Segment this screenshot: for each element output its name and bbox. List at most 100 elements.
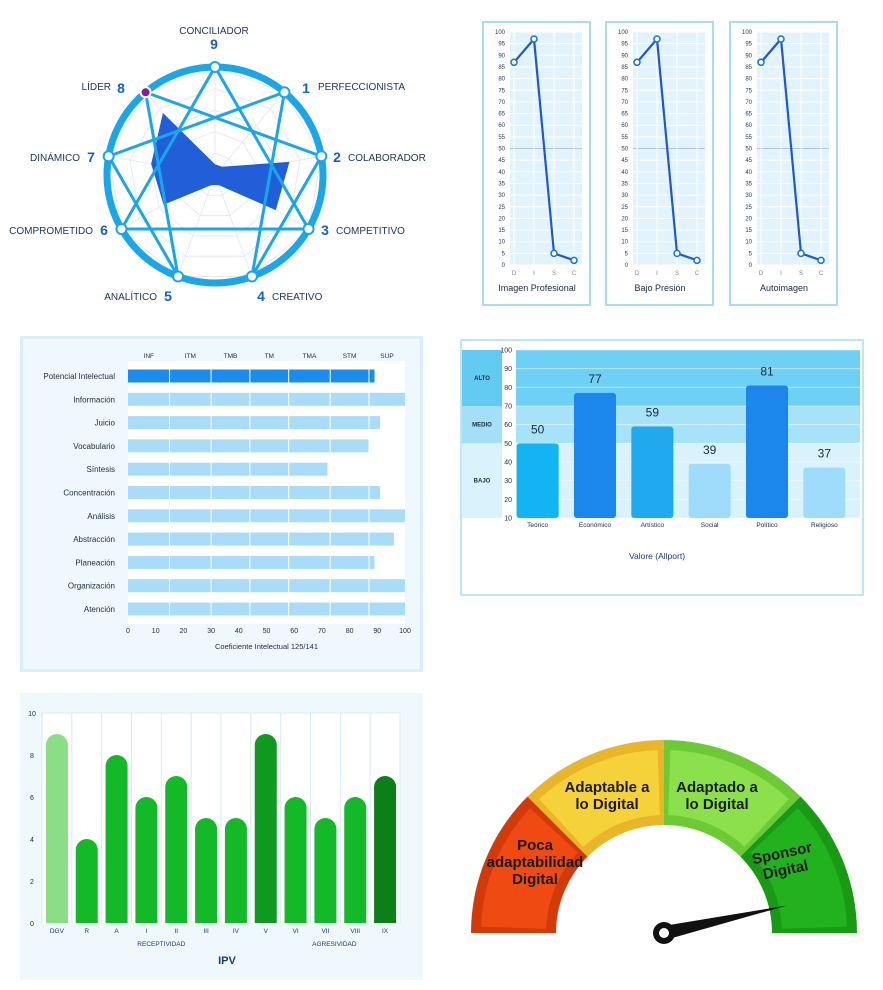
intellect-band-label: TMB: [224, 353, 238, 360]
disc-ytick: 90: [498, 53, 505, 59]
disc-xtick: S: [552, 271, 556, 277]
intellect-xlabel: Coeficiente Intelectual 125/141: [215, 642, 318, 651]
enneagram-label: CONCILIADOR: [179, 26, 248, 37]
disc-ytick: 100: [742, 30, 753, 36]
disc-ytick: 85: [745, 65, 752, 71]
disc-ytick: 25: [621, 205, 628, 211]
disc-ytick: 50: [745, 147, 752, 153]
gauge-segment-face: [539, 750, 660, 847]
allport-bar: [574, 392, 616, 518]
intellect-chart: INF ITM TMB TM TMA STM SUP Potencial Intelectua…: [43, 353, 411, 651]
intellect-category-label: Abstracción: [73, 535, 115, 544]
disc-ytick: 10: [621, 240, 628, 246]
enneagram-number: 1: [302, 80, 310, 96]
disc-ytick: 20: [498, 216, 505, 222]
disc-xtick: C: [819, 271, 824, 277]
disc-point: [550, 249, 558, 258]
intellect-band-label: SUP: [380, 353, 393, 360]
ipv-category-label: IX: [382, 928, 389, 935]
disc-point: [757, 58, 765, 67]
allport-category-label: Artístico: [641, 522, 665, 529]
ipv-ytick: 6: [30, 795, 34, 802]
ipv-ytick: 8: [30, 753, 34, 760]
disc-ytick: 15: [621, 228, 628, 234]
enneagram-node-8: [139, 86, 152, 99]
ipv-category-label: III: [203, 928, 209, 935]
grid-ring: [108, 66, 322, 277]
gauge-segment-face: [668, 750, 789, 847]
gauge-segment-label: Poca adaptabilidad Digital: [487, 837, 584, 888]
disc-ytick: 65: [745, 112, 752, 118]
disc-point: [817, 256, 825, 265]
disc-ytick: 80: [745, 77, 752, 83]
enneagram-node-6: [115, 223, 128, 235]
intellect-bar: [128, 509, 405, 523]
disc-ytick: 85: [498, 65, 505, 71]
disc-ytick: 15: [745, 228, 752, 234]
ipv-category-label: VIII: [350, 928, 360, 935]
ipv-bar: [45, 734, 68, 923]
allport-ytick: 70: [504, 404, 512, 411]
ipv-ytick: 10: [28, 711, 36, 718]
enneagram-label: COMPETITIVO: [336, 226, 405, 237]
allport-bar: [631, 426, 674, 518]
gauge-label-line: Adaptable a: [564, 779, 650, 796]
allport-category-label: Religioso: [811, 522, 838, 529]
disc-ytick: 90: [745, 53, 752, 59]
intellect-band-label: STM: [343, 353, 357, 360]
ipv-category-label: DGV: [50, 928, 65, 935]
disc-ytick: 60: [745, 123, 752, 129]
ipv-category-label: IV: [233, 928, 240, 935]
gauge-segment-label: Adaptable a lo Digital: [564, 779, 650, 813]
disc-point: [777, 35, 785, 43]
allport-value-label: 50: [531, 422, 545, 436]
grid-spoke: [214, 174, 253, 277]
disc-ytick: 55: [498, 135, 505, 141]
disc-ytick: 95: [745, 42, 752, 48]
ipv-group-label: RECEPTIVIDAD: [137, 941, 185, 948]
gauge-label-line: adaptabilidad: [487, 854, 584, 871]
intellect-category-label: Atención: [84, 605, 115, 614]
disc-ytick: 10: [745, 240, 752, 246]
disc-ytick: 10: [498, 240, 505, 246]
disc-ytick: 100: [618, 30, 629, 36]
ipv-category-label: R: [84, 928, 89, 935]
ipv-bar: [374, 776, 397, 923]
disc-ytick: 40: [621, 170, 628, 176]
disc-point: [797, 249, 805, 258]
gauge-label-line: lo Digital: [685, 796, 748, 813]
ipv-ytick: 4: [30, 837, 34, 844]
disc-point: [633, 58, 641, 67]
ipv-bar: [165, 776, 188, 923]
intellect-band-label: INF: [144, 353, 155, 360]
disc-xtick: I: [656, 271, 658, 277]
enneagram-node-9: [209, 61, 221, 73]
enneagram-triangle: [118, 63, 312, 231]
disc-xtick: D: [635, 271, 640, 277]
intellect-bar: [128, 555, 375, 569]
disc-ytick: 65: [621, 112, 628, 118]
disc-ytick: 60: [621, 123, 628, 129]
disc-ytick: 40: [498, 170, 505, 176]
allport-ytick: 100: [500, 348, 512, 355]
disc-ytick: 45: [621, 158, 628, 164]
gauge-label-line: lo Digital: [575, 796, 638, 813]
enneagram-node-2: [315, 150, 328, 163]
disc-ytick: 70: [745, 100, 752, 106]
gauge-label-line: Digital: [512, 871, 558, 888]
disc-ytick: 0: [502, 263, 506, 269]
disc-chart-1: 1009590858075706560555045403530252015105…: [482, 21, 591, 306]
disc-ytick: 35: [745, 181, 752, 187]
intellect-category-label: Planeación: [75, 558, 115, 567]
enneagram-node-3: [302, 223, 315, 235]
grid-ring: [129, 88, 301, 257]
disc-ytick: 50: [621, 147, 628, 153]
disc-ytick: 0: [749, 263, 753, 269]
intellect-bar: [128, 462, 328, 476]
allport-ytick: 60: [504, 422, 512, 429]
disc-ytick: 45: [498, 158, 505, 164]
